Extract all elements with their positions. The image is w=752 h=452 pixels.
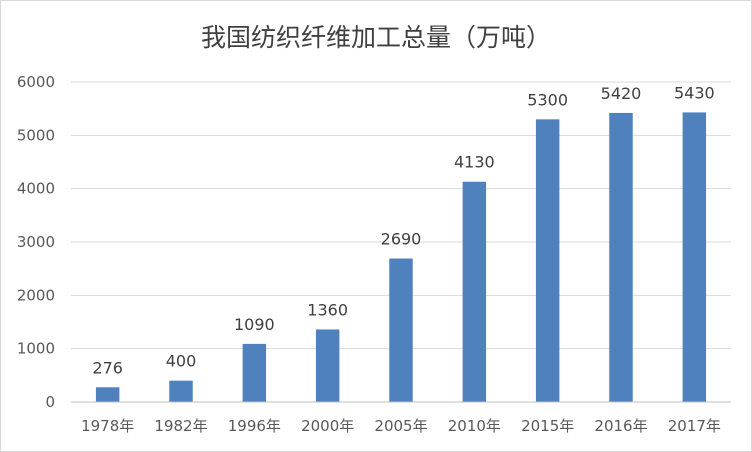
bar-2016年 [609, 112, 633, 402]
y-tick-label: 0 [45, 393, 55, 411]
bars [95, 112, 707, 403]
chart-title: 我国纺织纤维加工总量（万吨） [201, 23, 551, 52]
x-axis-tick-labels: 1978年 1982年 1996年 2000年 2005年 2010年 2015年 2016年… [81, 417, 721, 435]
y-tick-label: 6000 [17, 73, 55, 91]
x-tick-label: 2015年 [521, 417, 574, 435]
data-label: 5420 [601, 84, 642, 103]
bar-2015年 [535, 119, 560, 402]
bar-2017年 [682, 112, 707, 403]
data-label: 276 [92, 358, 123, 377]
bar-1996年 [242, 343, 267, 402]
y-tick-label: 3000 [17, 233, 55, 251]
y-tick-label: 5000 [17, 126, 55, 144]
x-tick-label: 1982年 [154, 417, 207, 435]
data-label: 400 [166, 352, 197, 371]
x-tick-label: 2010年 [448, 417, 501, 435]
x-tick-label: 2005年 [374, 417, 427, 435]
y-tick-label: 2000 [17, 286, 55, 304]
x-tick-label: 1996年 [228, 417, 281, 435]
data-labels: 276 400 1090 1360 2690 4130 5300 5420 5430 [92, 83, 714, 377]
data-label: 1090 [234, 315, 275, 334]
x-tick-label: 1978年 [81, 417, 134, 435]
data-label: 4130 [454, 153, 495, 172]
data-label: 1360 [307, 300, 348, 319]
y-axis-tick-labels: 0 1000 2000 3000 4000 5000 6000 [17, 73, 55, 411]
bar-1978年 [95, 387, 120, 402]
x-tick-label: 2017年 [668, 417, 721, 435]
bar-1982年 [169, 380, 193, 402]
bar-2000年 [315, 329, 340, 402]
data-label: 2690 [381, 230, 422, 249]
bar-2010年 [462, 181, 487, 402]
data-label: 5300 [527, 90, 568, 109]
data-label: 5430 [674, 83, 715, 102]
x-tick-label: 2000年 [301, 417, 354, 435]
bar-2005年 [389, 258, 413, 402]
y-tick-label: 1000 [17, 340, 55, 358]
x-tick-label: 2016年 [594, 417, 647, 435]
y-tick-label: 4000 [17, 180, 55, 198]
